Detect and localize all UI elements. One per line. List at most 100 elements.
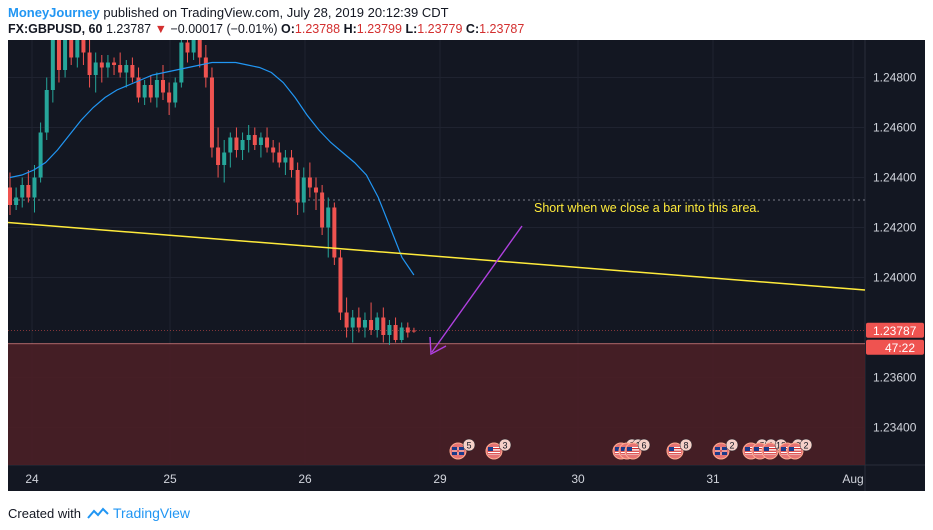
candle-39: [246, 125, 251, 153]
candle-32: [203, 45, 208, 88]
close-label: C:: [465, 22, 480, 36]
candle-7: [50, 40, 55, 103]
event-flag-6[interactable]: 2: [712, 438, 739, 460]
created-with-text: Created with: [8, 505, 81, 521]
candle-2: [20, 177, 25, 208]
candle-16: [105, 55, 110, 78]
candle-8: [56, 40, 61, 83]
event-flag-11[interactable]: 2: [786, 438, 813, 460]
candle-15: [99, 55, 104, 83]
candle-49: [307, 162, 312, 198]
event-count-1: 3: [502, 441, 507, 451]
last-price-badge-text: 1.23787: [873, 324, 917, 338]
candle-31: [197, 40, 202, 68]
candle-9: [63, 40, 68, 78]
event-count-11: 2: [803, 441, 808, 451]
trendline[interactable]: [7, 221, 866, 291]
low-value: 1.23779: [417, 22, 463, 36]
symbol-label[interactable]: FX:GBPUSD, 60: [8, 22, 103, 36]
price-chart[interactable]: Short when we close a bar into this area…: [0, 40, 933, 495]
candle-41: [258, 132, 263, 158]
candle-44: [277, 142, 282, 168]
candle-4: [32, 165, 37, 213]
price-tick-labels: 1.24800 1.24600 1.24400 1.24200 1.24000 1.236…: [873, 71, 917, 435]
event-flag-0[interactable]: 5: [449, 438, 476, 460]
time-tick-0: 24: [25, 472, 39, 486]
candle-23: [148, 75, 153, 103]
tradingview-brand[interactable]: TradingView: [112, 505, 191, 521]
candle-47: [295, 162, 300, 215]
candle-21: [136, 67, 141, 103]
footer: Created with TradingView: [8, 505, 190, 521]
price-tick-5: 1.23600: [873, 371, 917, 385]
candle-46: [289, 150, 294, 178]
candle-19: [124, 60, 129, 88]
candle-45: [283, 150, 288, 175]
candle-30: [191, 40, 196, 60]
event-flag-1[interactable]: 3: [485, 438, 512, 460]
candle-37: [234, 127, 239, 158]
close-value: 1.23787: [479, 22, 525, 36]
candle-50: [314, 177, 318, 210]
last-price-badge: 1.23787: [866, 322, 924, 338]
candle-6: [44, 77, 49, 140]
candle-61: [381, 307, 386, 343]
event-count-4: 6: [641, 441, 646, 451]
candle-54: [338, 250, 343, 320]
time-tick-4: 30: [571, 472, 585, 486]
event-flag-4[interactable]: 6: [624, 438, 651, 460]
time-tick-5: 31: [706, 472, 720, 486]
candle-26: [167, 82, 172, 115]
event-count-6: 2: [729, 441, 734, 451]
candle-59: [369, 302, 374, 335]
candle-12: [81, 40, 86, 65]
time-tick-3: 29: [433, 472, 447, 486]
last-price: 1.23787: [105, 22, 152, 36]
price-axis[interactable]: [865, 40, 925, 465]
candle-29: [185, 40, 190, 63]
high-value: 1.23799: [356, 22, 402, 36]
price-tick-6: 1.23400: [873, 421, 917, 435]
price-tick-4: 1.24000: [873, 271, 917, 285]
candle-33: [209, 67, 214, 158]
event-count-0: 5: [466, 441, 471, 451]
candle-42: [265, 127, 270, 153]
candle-34: [216, 127, 221, 178]
candle-63: [393, 317, 398, 343]
candle-57: [356, 307, 361, 333]
candle-10: [69, 40, 74, 65]
open-label: O:: [281, 22, 295, 36]
high-label: H:: [343, 22, 357, 36]
low-label: L:: [405, 22, 418, 36]
candle-18: [118, 52, 123, 78]
candle-43: [271, 140, 276, 163]
candle-62: [387, 320, 392, 345]
candle-64: [399, 322, 404, 343]
candle-1: [14, 187, 19, 210]
candle-17: [112, 57, 117, 75]
candle-24: [154, 72, 159, 108]
author-name[interactable]: MoneyJourney: [8, 5, 100, 20]
candle-3: [26, 170, 31, 203]
event-flag-5[interactable]: 8: [666, 438, 693, 460]
economic-events[interactable]: 5391682511222: [449, 438, 813, 460]
annotation-arrow[interactable]: [429, 225, 523, 356]
time-axis[interactable]: [8, 465, 925, 491]
countdown-badge: 47:22: [866, 339, 924, 355]
candle-13: [87, 40, 92, 88]
moving-average-line: [9, 61, 415, 276]
candle-60: [375, 312, 380, 338]
annotation-text[interactable]: Short when we close a bar into this area…: [534, 201, 760, 215]
candle-65: [405, 322, 410, 338]
candle-20: [130, 57, 135, 83]
time-tick-labels: 24 25 26 29 30 31 Aug: [25, 472, 863, 486]
price-tick-0: 1.24800: [873, 71, 917, 85]
price-tick-2: 1.24400: [873, 171, 917, 185]
event-count-5: 8: [683, 441, 688, 451]
open-value: 1.23788: [294, 22, 341, 36]
countdown-badge-text: 47:22: [885, 341, 915, 355]
candle-25: [161, 65, 165, 100]
candle-36: [228, 132, 233, 168]
candle-51: [320, 185, 325, 235]
candle-48: [301, 167, 306, 213]
